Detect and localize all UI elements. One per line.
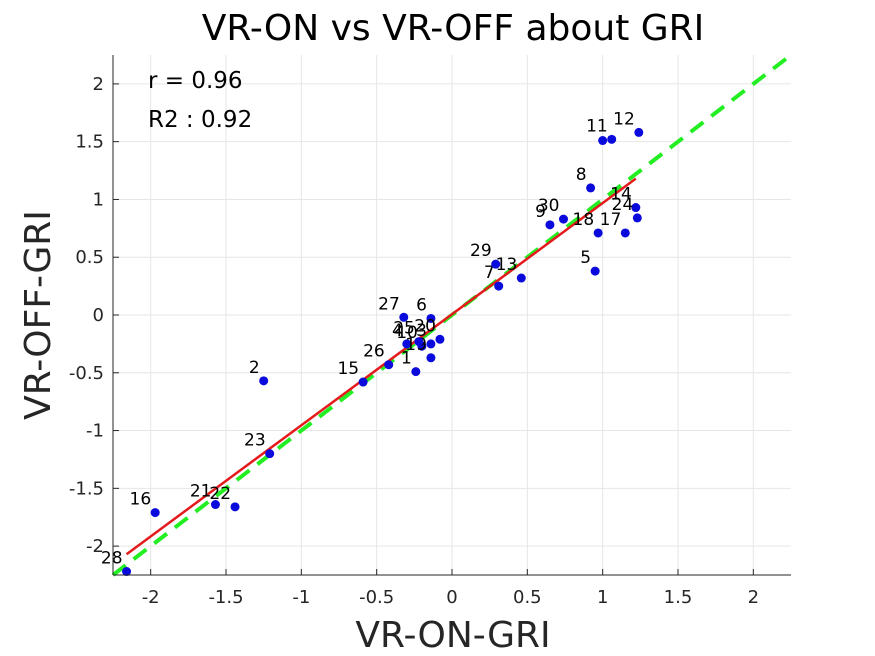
- point-label: 17: [600, 210, 622, 230]
- x-tick-label: -2: [142, 587, 160, 608]
- data-point: [210, 500, 220, 510]
- x-tick-label: 0: [446, 587, 457, 608]
- point-label: 28: [101, 549, 123, 569]
- data-point: [426, 353, 436, 363]
- data-point: [384, 360, 394, 370]
- data-point: [631, 203, 641, 213]
- points-layer: 1234567891011121314151617181920212223242…: [101, 109, 644, 577]
- point-label: 3: [416, 321, 427, 341]
- y-tick-label: 1: [93, 189, 104, 210]
- y-axis-label: VR-OFF-GRI: [18, 210, 59, 420]
- point-label: 29: [470, 241, 492, 261]
- x-tick-label: 0.5: [513, 587, 542, 608]
- point-label: 10: [396, 323, 418, 343]
- point-label: 30: [538, 196, 560, 216]
- point-label: 5: [580, 248, 591, 268]
- data-point: [411, 367, 421, 377]
- point-label: 21: [190, 482, 212, 502]
- data-point: [607, 134, 617, 144]
- data-point: [399, 312, 409, 322]
- point-label: 6: [416, 295, 427, 315]
- point-label: 15: [337, 359, 359, 379]
- data-point: [122, 567, 132, 577]
- y-tick-label: -1: [86, 421, 104, 442]
- y-tick-label: 1.5: [75, 132, 104, 153]
- y-tick-label: -2: [86, 536, 104, 557]
- data-point: [545, 220, 555, 230]
- point-label: 1: [401, 349, 412, 369]
- data-point: [358, 377, 368, 387]
- x-tick-label: -1.5: [208, 587, 243, 608]
- point-label: 27: [378, 294, 400, 314]
- point-label: 16: [130, 490, 152, 510]
- data-point: [593, 228, 603, 238]
- data-point: [620, 228, 630, 238]
- fit-line-layer: [125, 177, 637, 556]
- tick-labels: -2 -1.5 -1 -0.5 0 0.5 1 1.5 2 -2 -1.5 -1 -0.5 0 0.5 1 1.…: [69, 74, 759, 608]
- point-label: 7: [484, 263, 495, 283]
- data-point: [516, 273, 526, 283]
- point-label: 12: [613, 109, 635, 129]
- point-label: 11: [586, 116, 608, 136]
- data-point: [558, 214, 568, 224]
- point-label: 25: [393, 319, 415, 339]
- data-point: [426, 339, 436, 349]
- point-label: 26: [363, 342, 385, 362]
- point-label: 18: [573, 210, 595, 230]
- chart-title: VR-ON vs VR-OFF about GRI: [202, 8, 705, 49]
- point-label: 20: [414, 316, 436, 336]
- x-tick-label: 1: [597, 587, 608, 608]
- data-point: [230, 502, 240, 512]
- data-point: [494, 281, 504, 291]
- data-point: [402, 339, 412, 349]
- point-label: 14: [610, 185, 632, 205]
- point-label: 2: [249, 358, 260, 378]
- y-tick-label: -1.5: [69, 478, 104, 499]
- point-label: 4: [392, 321, 403, 341]
- data-point: [435, 334, 445, 344]
- regression-line: [125, 177, 637, 556]
- x-tick-label: 1.5: [664, 587, 693, 608]
- point-label: 8: [576, 165, 587, 185]
- x-tick-label: 2: [748, 587, 759, 608]
- data-point: [598, 136, 608, 146]
- x-axis-label: VR-ON-GRI: [355, 615, 550, 656]
- y-tick-label: 0.5: [75, 247, 104, 268]
- y-tick-label: 0: [93, 305, 104, 326]
- data-point: [414, 337, 424, 347]
- y-tick-label: 2: [93, 74, 104, 95]
- data-point: [634, 127, 644, 137]
- data-point: [586, 183, 596, 193]
- data-point: [632, 213, 642, 223]
- point-label: 9: [535, 202, 546, 222]
- r2-annotation: R2 : 0.92: [148, 107, 252, 133]
- point-label: 22: [209, 484, 231, 504]
- data-point: [426, 313, 436, 323]
- data-point: [150, 508, 160, 518]
- y-tick-label: -0.5: [69, 363, 104, 384]
- point-label: 24: [612, 195, 634, 215]
- x-tick-label: -0.5: [359, 587, 394, 608]
- data-point: [590, 266, 600, 276]
- x-tick-label: -1: [292, 587, 310, 608]
- point-label: 23: [244, 431, 266, 451]
- correlation-annotation: r = 0.96: [148, 68, 243, 94]
- data-point: [491, 259, 501, 269]
- data-point: [265, 449, 275, 459]
- data-point: [259, 376, 269, 386]
- point-label: 13: [496, 255, 518, 275]
